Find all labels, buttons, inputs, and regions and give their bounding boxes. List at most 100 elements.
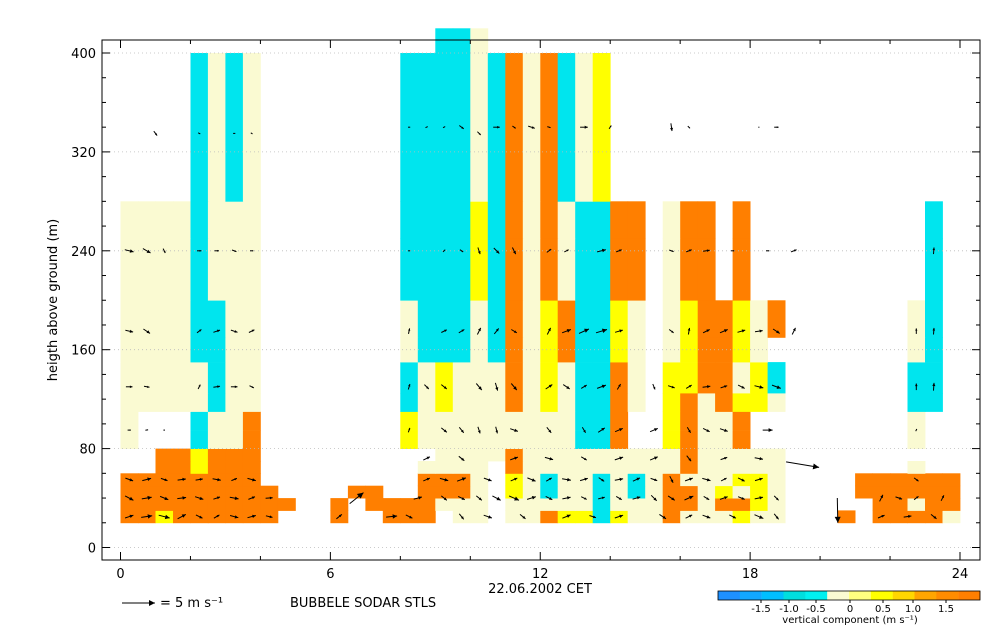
heatmap-cell <box>207 461 226 474</box>
wind-vector <box>413 496 423 500</box>
heatmap-cell <box>487 362 506 394</box>
wind-vector <box>562 384 571 390</box>
heatmap-cell <box>207 238 226 301</box>
wind-vector <box>141 495 152 500</box>
wind-vector <box>614 329 623 333</box>
wind-vector <box>247 477 256 482</box>
wind-vector <box>442 126 446 129</box>
heatmap-cell <box>680 461 699 474</box>
heatmap-cell <box>452 430 471 449</box>
wind-vector <box>595 328 608 334</box>
heatmap-cell <box>242 238 261 301</box>
heatmap-cell <box>207 362 226 394</box>
wind-vector <box>158 514 170 520</box>
heatmap-cell <box>627 498 646 511</box>
heatmap-cell <box>207 430 226 449</box>
heatmap-cell <box>242 337 261 363</box>
heatmap-cell <box>680 337 699 363</box>
wind-vector <box>177 496 187 500</box>
wind-vector <box>248 329 255 333</box>
heatmap-cell <box>400 411 419 431</box>
heatmap-cell <box>435 411 454 431</box>
heatmap-cell <box>610 430 629 449</box>
wind-vector <box>265 496 273 500</box>
heatmap-cell <box>260 485 279 499</box>
heatmap-cell <box>697 498 716 511</box>
heatmap-cell <box>505 498 524 511</box>
heatmap-cell <box>907 510 926 524</box>
wind-vector <box>163 429 165 431</box>
heatmap-cell <box>487 337 506 363</box>
heatmap-cell <box>627 362 646 394</box>
heatmap-cell <box>417 510 436 524</box>
heatmap-cell <box>767 498 786 511</box>
wind-vector <box>771 384 781 389</box>
heatmap-cell <box>225 238 244 301</box>
heatmap-cell <box>750 448 768 462</box>
heatmap-cell <box>207 201 226 239</box>
heatmap-cell <box>155 201 174 239</box>
x-tick-label: 0 <box>116 567 124 582</box>
heatmap-cell <box>190 53 209 202</box>
heatmap-cell <box>400 201 419 239</box>
heatmap-cell <box>907 337 926 363</box>
wind-vector <box>659 513 667 520</box>
wind-vector <box>142 477 152 482</box>
wind-vector <box>932 327 936 335</box>
heatmap-cell <box>470 53 489 202</box>
heatmap-cell <box>732 510 751 524</box>
wind-vector <box>142 248 151 254</box>
heatmap-cell <box>645 448 664 462</box>
heatmap-cell <box>540 485 559 499</box>
heatmap-cell <box>400 393 419 412</box>
heatmap-cell <box>540 201 559 239</box>
heatmap-cell <box>242 362 261 394</box>
heatmap-cell <box>732 448 751 462</box>
heatmap-cell <box>575 510 594 524</box>
wind-vector <box>729 514 737 519</box>
heatmap-cell <box>610 485 629 499</box>
wind-vector <box>458 426 465 434</box>
wind-vector <box>408 250 411 252</box>
wind-vector <box>527 477 536 482</box>
heatmap-cell <box>907 485 926 499</box>
heatmap-cell <box>767 461 786 474</box>
heatmap-cell <box>715 461 733 474</box>
wind-vector <box>528 125 535 129</box>
wind-vector <box>719 496 728 500</box>
heatmap-cell <box>138 300 156 338</box>
wind-vector <box>669 249 674 253</box>
wind-vector <box>579 477 588 482</box>
heatmap-cell <box>452 362 471 394</box>
wind-vector <box>615 495 622 501</box>
heatmap-cell <box>452 238 471 301</box>
heatmap-cell <box>487 448 506 462</box>
heatmap-cell <box>138 393 156 412</box>
heatmap-cell <box>190 498 209 511</box>
wind-vector <box>596 248 607 253</box>
heatmap-cell <box>732 485 751 499</box>
heatmap-cell <box>732 362 751 394</box>
heatmap-cell <box>417 393 436 412</box>
heatmap-cell <box>925 362 943 394</box>
heatmap-cell <box>190 411 209 431</box>
heatmap-cell <box>242 393 261 412</box>
wind-vector <box>720 456 728 461</box>
y-tick-label: 80 <box>79 443 96 458</box>
wind-vector <box>669 475 674 484</box>
wind-vector <box>212 478 221 482</box>
heatmap-cell <box>662 498 681 511</box>
heatmap-cell <box>522 238 541 301</box>
wind-vector <box>249 385 255 389</box>
wind-vector <box>562 496 571 500</box>
heatmap-cell <box>697 393 716 412</box>
heatmap-cell <box>120 300 139 338</box>
heatmap-cell <box>662 430 681 449</box>
heatmap-cell <box>120 337 139 363</box>
heatmap-cell <box>505 238 524 301</box>
wind-vector <box>197 249 202 252</box>
wind-vector <box>632 496 641 500</box>
heatmap-cell <box>557 393 576 412</box>
heatmap-cell <box>155 498 174 511</box>
heatmap-cell <box>732 461 751 474</box>
